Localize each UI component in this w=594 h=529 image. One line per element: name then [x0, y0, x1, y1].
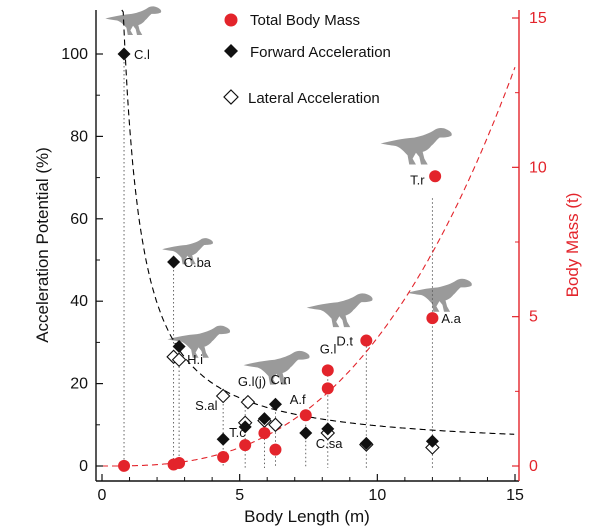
legend-mass-marker [224, 13, 238, 27]
forward-acceleration-point [238, 420, 252, 434]
point-label: G.l(j) [238, 374, 266, 389]
lateral-acceleration-point [171, 352, 187, 367]
left-axis-ticks: 0 20 40 60 80 100 [61, 46, 103, 475]
forward-acceleration-point [268, 397, 282, 411]
right-y-tick-label: 5 [529, 309, 538, 326]
point-label: H.i [187, 352, 203, 367]
forward-acceleration-point [257, 412, 271, 426]
legend-forward-marker [224, 44, 238, 58]
right-y-tick-label: 0 [529, 458, 538, 475]
acceleration-fit-curve [121, 9, 515, 435]
point-label: G.l [320, 341, 337, 356]
x-tick-label: 0 [98, 487, 107, 504]
body-mass-point [299, 409, 312, 422]
theropod-silhouette-icon [306, 293, 373, 328]
left-y-tick-label: 40 [70, 293, 88, 310]
forward-acceleration-point [172, 340, 186, 354]
theropod-silhouette-icon [407, 278, 472, 312]
body-mass-points [118, 170, 442, 472]
point-label: S.al [195, 398, 218, 413]
forward-acceleration-point [299, 426, 313, 440]
body-mass-point [269, 443, 282, 456]
point-label: C.l [134, 47, 150, 62]
theropod-silhouette-icon [105, 6, 162, 36]
body-mass-point [173, 457, 186, 470]
body-mass-point [429, 170, 442, 183]
forward-acceleration-point [167, 255, 181, 269]
point-label: A.f [290, 392, 306, 407]
body-mass-point [258, 427, 271, 440]
point-label: T.r [410, 172, 425, 187]
point-labels: C.l C.ba H.i S.al T.c G.l(j) C.nA.f G.l C.sa D.t A… [134, 47, 462, 451]
forward-acceleration-points [117, 47, 439, 450]
legend-mass-label: Total Body Mass [250, 12, 360, 29]
right-y-tick-label: 10 [529, 159, 547, 176]
theropod-silhouette-icon [380, 128, 452, 165]
body-mass-point [321, 382, 334, 395]
body-mass-point [360, 334, 373, 347]
left-y-tick-label: 60 [70, 211, 88, 228]
point-label: C.ba [184, 255, 212, 270]
legend-lateral-marker [223, 89, 239, 105]
forward-acceleration-point [216, 432, 230, 446]
body-mass-point [118, 459, 131, 472]
left-y-tick-label: 100 [61, 46, 88, 63]
left-y-tick-label: 80 [70, 128, 88, 145]
right-y-tick-label: 15 [529, 10, 547, 27]
point-label: C.sa [316, 436, 344, 451]
silhouettes [105, 6, 472, 385]
forward-acceleration-point [425, 434, 439, 448]
x-tick-label: 10 [368, 487, 386, 504]
body-mass-point [321, 364, 334, 377]
x-axis-title: Body Length (m) [244, 507, 370, 526]
lateral-acceleration-point [268, 417, 283, 433]
x-axis-ticks: 0 5 10 15 [98, 474, 524, 504]
forward-acceleration-point [117, 47, 131, 61]
point-label: D.t [336, 334, 353, 349]
point-label: A.a [441, 311, 461, 326]
right-axis-ticks: 0 5 10 15 [512, 10, 547, 475]
right-axis-title: Body Mass (t) [563, 193, 582, 298]
left-y-tick-label: 0 [79, 458, 88, 475]
forward-acceleration-point [321, 422, 335, 436]
lateral-acceleration-point [240, 394, 256, 410]
lateral-acceleration-point [215, 388, 231, 404]
left-y-tick-label: 20 [70, 376, 88, 393]
body-mass-point [217, 451, 230, 464]
mass-fit-curve [102, 67, 516, 467]
point-label: T.c [229, 425, 246, 440]
x-tick-label: 15 [506, 487, 524, 504]
body-mass-point [426, 312, 439, 325]
legend-lateral-label: Lateral Acceleration [248, 90, 380, 107]
x-tick-label: 5 [235, 487, 244, 504]
point-label: C.n [270, 372, 290, 387]
legend: Total Body Mass Forward Acceleration Lat… [223, 12, 391, 107]
legend-forward-label: Forward Acceleration [250, 44, 391, 61]
body-mass-point [239, 439, 252, 452]
left-axis-title: Acceleration Potential (%) [33, 147, 52, 343]
forward-acceleration-point [359, 436, 373, 450]
fit-curves [102, 9, 516, 467]
